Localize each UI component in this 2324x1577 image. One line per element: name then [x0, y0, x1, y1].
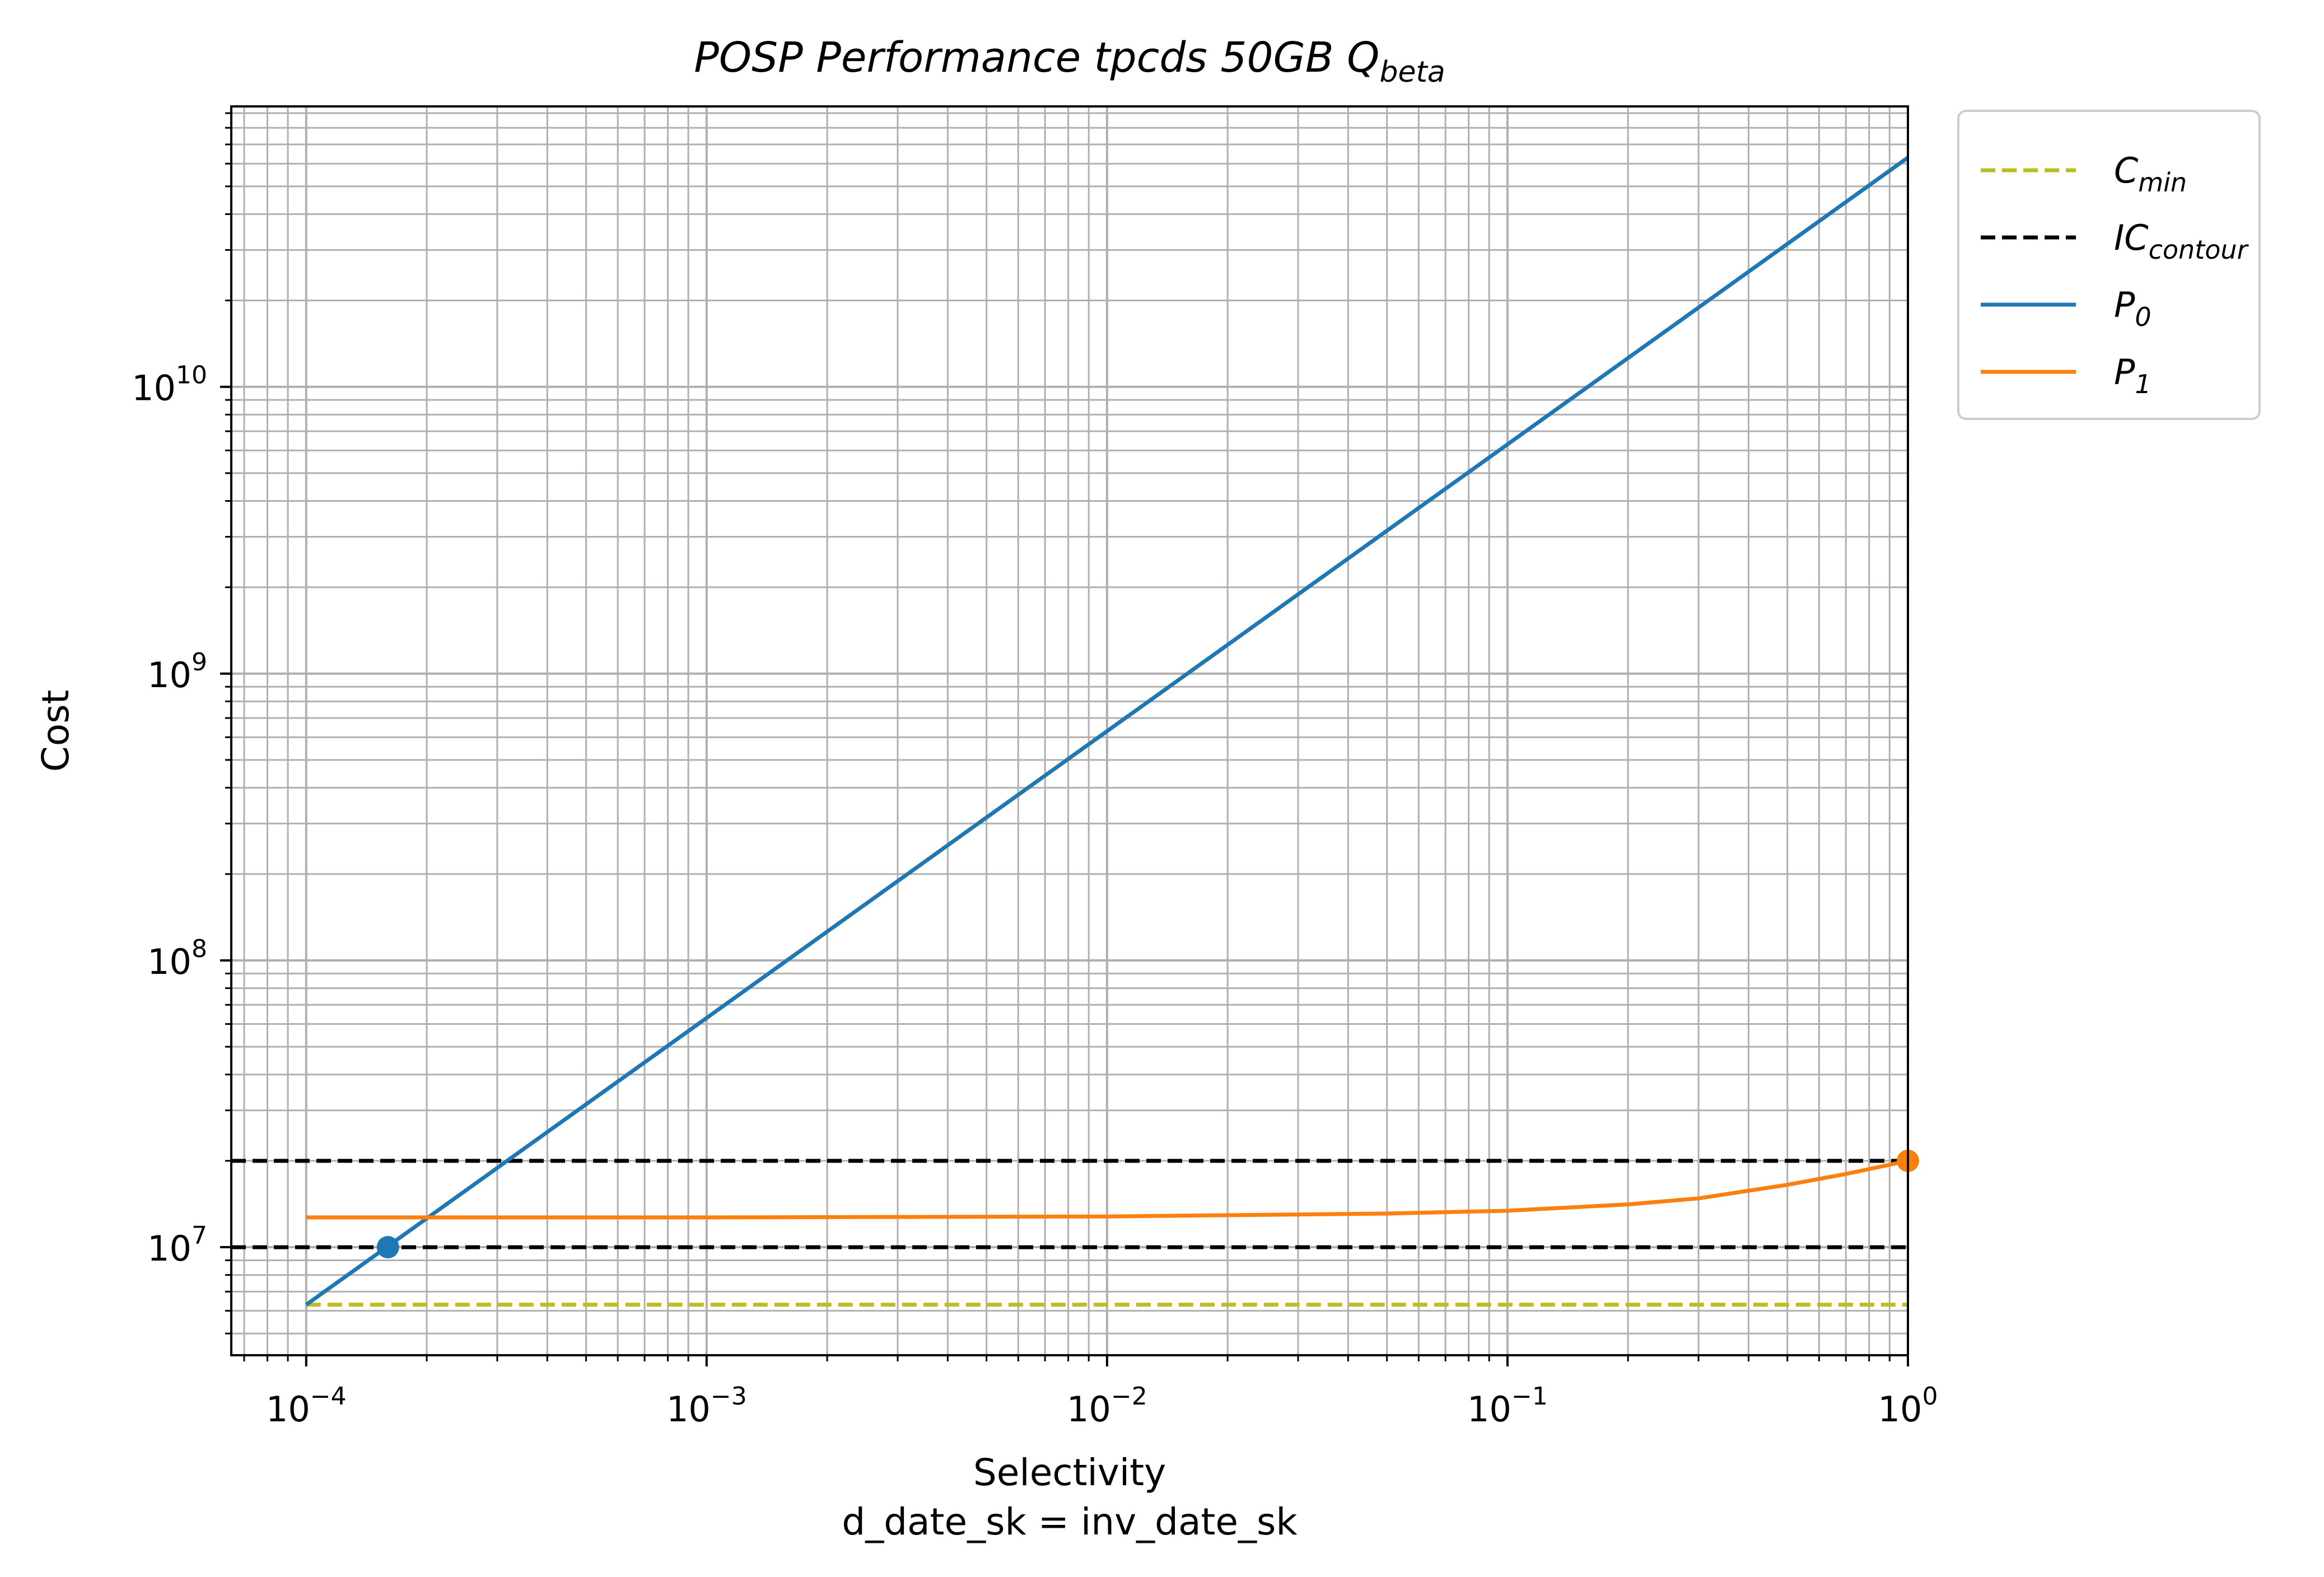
x-tick-label: 10−1 — [1467, 1382, 1548, 1430]
x-tick-label: 100 — [1878, 1382, 1938, 1430]
legend-box — [1957, 110, 2261, 420]
legend-label: P1 — [2114, 352, 2152, 399]
x-axis-label-line2: d_date_sk = inv_date_sk — [842, 1500, 1298, 1543]
y-tick-label: 108 — [147, 935, 207, 982]
series-p-0-line — [305, 156, 1908, 1307]
chart-title: POSP Performance tpcds 50GB Qbeta — [694, 34, 1445, 89]
plot-area — [231, 106, 1908, 1355]
plot-frame — [230, 105, 1909, 1356]
series-layer — [231, 156, 1908, 1307]
x-tick-label: 10−3 — [666, 1382, 747, 1430]
series-p-1-line — [306, 1159, 1908, 1220]
tick-marks — [220, 112, 1909, 1366]
y-tick-label: 109 — [147, 648, 207, 696]
x-axis-label: Selectivity — [973, 1451, 1166, 1494]
x-tick-label: 10−4 — [266, 1382, 347, 1430]
series-marker — [376, 1236, 399, 1259]
x-tick-labels: 10−4 10−3 10−2 10−1 100 — [266, 1382, 1938, 1430]
legend-label: ICcontour — [2114, 217, 2250, 265]
legend-entries: Cmin ICcontour P0 P1 — [1981, 150, 2250, 399]
y-axis-label: Cost — [34, 690, 77, 772]
x-tick-label: 10−2 — [1067, 1382, 1147, 1430]
legend: Cmin ICcontour P0 P1 — [1957, 110, 2261, 420]
legend-label: P0 — [2114, 284, 2152, 332]
y-tick-label: 107 — [147, 1221, 207, 1269]
grid — [231, 106, 1908, 1355]
y-tick-label: 1010 — [132, 361, 207, 409]
y-tick-labels: 107 108 109 1010 — [132, 361, 207, 1269]
legend-label: Cmin — [2114, 150, 2187, 198]
